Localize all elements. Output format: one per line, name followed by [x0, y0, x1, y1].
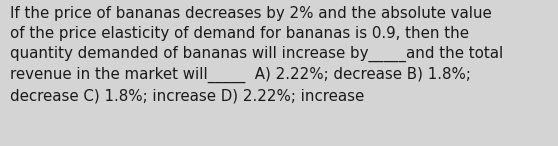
Text: If the price of bananas decreases by 2% and the absolute value
of the price elas: If the price of bananas decreases by 2% …: [10, 6, 503, 103]
